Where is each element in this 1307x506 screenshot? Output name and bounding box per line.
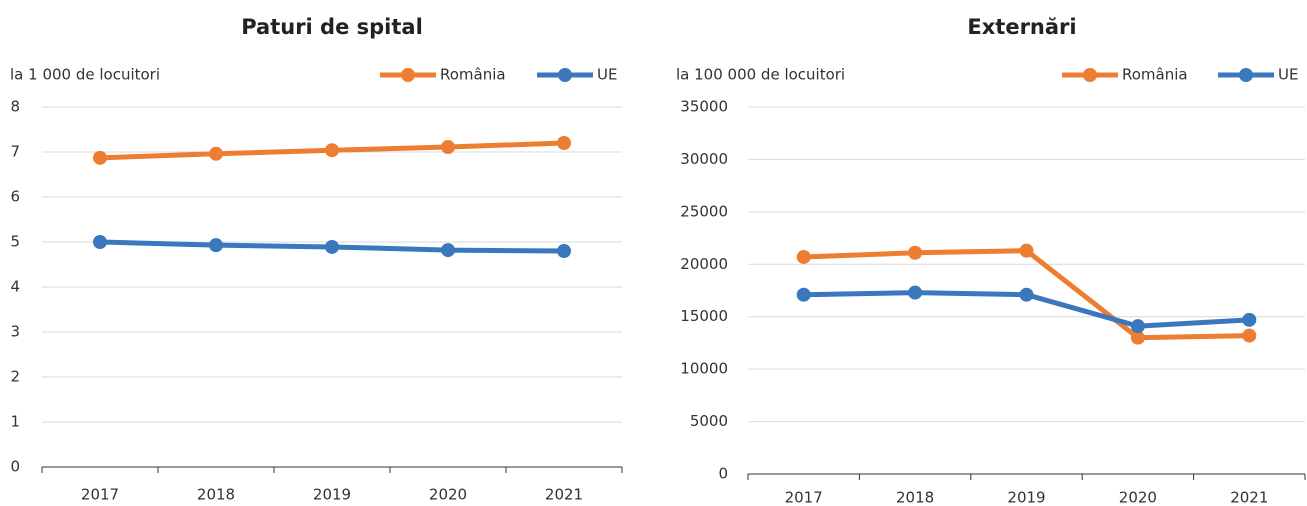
y-tick-label: 6 xyxy=(10,188,20,206)
legend-marker xyxy=(1083,68,1097,82)
legend-marker xyxy=(401,68,415,82)
y-tick-label: 30000 xyxy=(680,150,728,168)
y-tick-label: 7 xyxy=(10,143,20,161)
x-tick-label: 2021 xyxy=(1230,489,1268,506)
y-axis-label: la 1 000 de locuitori xyxy=(10,66,160,84)
point xyxy=(93,235,107,249)
legend-label: UE xyxy=(1278,66,1298,84)
point xyxy=(441,140,455,155)
y-tick-label: 0 xyxy=(10,458,20,476)
y-tick-label: 35000 xyxy=(680,98,728,116)
y-tick-label: 1 xyxy=(10,413,20,431)
x-tick-label: 2018 xyxy=(896,489,934,506)
y-tick-label: 2 xyxy=(10,368,20,386)
y-tick-label: 5000 xyxy=(690,412,728,430)
y-axis-label: la 100 000 de locuitori xyxy=(676,66,845,84)
point xyxy=(557,136,571,150)
y-tick-label: 5 xyxy=(10,233,20,251)
point xyxy=(441,243,455,258)
legend-marker xyxy=(1239,68,1253,82)
legend-label: România xyxy=(1122,66,1188,84)
point xyxy=(796,249,811,264)
y-tick-label: 0 xyxy=(718,465,728,483)
y-tick-label: 20000 xyxy=(680,255,728,273)
point xyxy=(908,285,923,300)
point xyxy=(209,238,223,253)
chart-title: Paturi de spital xyxy=(241,15,423,39)
x-tick-label: 2017 xyxy=(785,489,823,506)
legend-marker xyxy=(558,68,572,82)
y-tick-label: 25000 xyxy=(680,202,728,220)
point xyxy=(557,244,571,258)
x-tick-label: 2020 xyxy=(1119,489,1157,506)
point xyxy=(908,245,923,260)
y-tick-label: 4 xyxy=(10,278,20,296)
x-tick-label: 2019 xyxy=(1007,489,1045,506)
y-tick-label: 15000 xyxy=(680,307,728,325)
chart-title: Externări xyxy=(967,15,1076,39)
x-tick-label: 2021 xyxy=(545,486,583,504)
point xyxy=(1130,319,1145,334)
point xyxy=(1242,312,1257,327)
y-tick-label: 8 xyxy=(10,98,20,116)
point xyxy=(325,143,339,158)
y-tick-label: 3 xyxy=(10,323,20,341)
point xyxy=(1242,328,1257,343)
point xyxy=(325,239,339,254)
point xyxy=(1130,330,1145,345)
legend-label: România xyxy=(440,66,506,84)
x-tick-label: 2019 xyxy=(313,486,351,504)
point xyxy=(209,146,223,161)
point xyxy=(796,287,811,302)
x-tick-label: 2020 xyxy=(429,486,467,504)
y-tick-label: 10000 xyxy=(680,360,728,378)
legend-label: UE xyxy=(597,66,617,84)
point xyxy=(1019,243,1034,258)
point xyxy=(1019,287,1034,302)
point xyxy=(93,150,107,165)
x-tick-label: 2017 xyxy=(81,486,119,504)
x-tick-label: 2018 xyxy=(197,486,235,504)
